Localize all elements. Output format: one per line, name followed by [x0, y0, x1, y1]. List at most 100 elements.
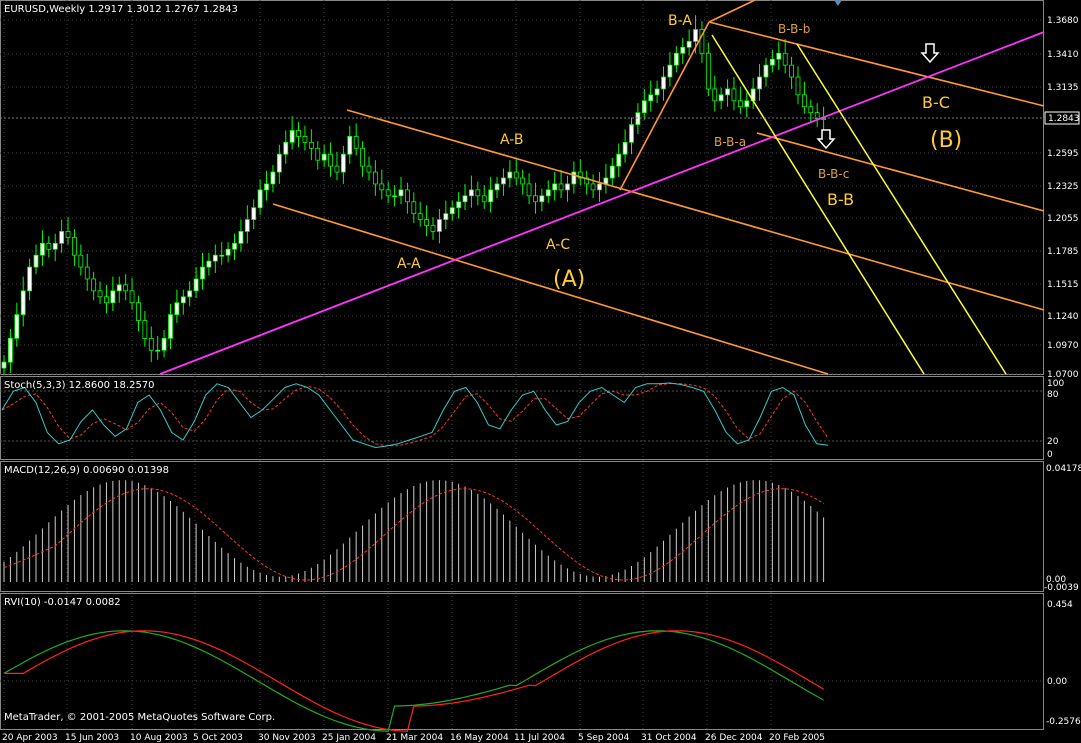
candle-body	[577, 171, 583, 179]
orange-channel-lines[interactable]	[272, 0, 1045, 375]
price-scale-label: 1.0700	[1047, 370, 1079, 380]
price-scale-label: 1.2055	[1047, 214, 1079, 224]
yellow-fan-lines[interactable]	[711, 34, 1007, 375]
candle-body	[629, 124, 634, 143]
candle-body	[142, 320, 148, 339]
candle-body	[212, 254, 218, 262]
candle-body	[379, 183, 385, 191]
candle-body	[462, 195, 468, 203]
label-b-b: B-B	[827, 190, 854, 209]
vertical-grid	[3, 0, 772, 730]
time-axis-label: 20 Feb 2005	[769, 733, 825, 743]
indicator-scales: 100 80 20 0 0.04178 0.00 -0.0039 0.454 0…	[1044, 379, 1081, 727]
macd-scale-zero: 0.00	[1046, 575, 1066, 585]
candle-body	[417, 213, 423, 220]
candlesticks	[1, 15, 826, 376]
time-axis[interactable]: 20 Apr 2003 15 Jun 2003 10 Aug 2003 5 Oct 2…	[2, 733, 825, 743]
macd-pane-frame	[0, 461, 1044, 592]
candle-body	[52, 242, 58, 250]
candle-body	[257, 189, 263, 209]
candle-body	[308, 141, 314, 149]
candle-body	[520, 177, 526, 185]
orange-channel-lower[interactable]	[272, 203, 829, 375]
candle-body	[270, 171, 276, 185]
candle-body	[302, 136, 308, 143]
candle-body	[488, 189, 494, 203]
candle-body	[737, 100, 743, 108]
price-scale[interactable]: 1.3680 1.3410 1.3135 1.2595 1.2325 1.2055 1.17…	[1047, 16, 1079, 380]
main-pane-header: EURUSD,Weekly 1.2917 1.3012 1.2767 1.284…	[4, 4, 238, 15]
main-pane-frame	[0, 0, 1044, 375]
pane-frames	[0, 0, 1044, 730]
yellow-line-2[interactable]	[796, 43, 1007, 375]
stoch-scale-100: 100	[1047, 379, 1064, 389]
orange-impulse-line-1[interactable]	[619, 21, 710, 191]
candle-body	[161, 337, 167, 351]
candle-body	[334, 165, 340, 173]
candle-body	[321, 153, 327, 161]
candle-body	[795, 76, 801, 96]
time-axis-label: 20 Apr 2003	[2, 733, 58, 743]
magenta-trendline[interactable]	[159, 31, 1045, 375]
candle-body	[449, 207, 455, 215]
candle-body	[174, 302, 180, 316]
yellow-line-1[interactable]	[711, 34, 925, 375]
candle-body	[693, 29, 698, 42]
price-scale-label: 1.1515	[1047, 280, 1079, 290]
price-scale-label: 1.2325	[1047, 182, 1079, 192]
candle-body	[673, 52, 679, 66]
candle-body	[526, 183, 532, 197]
candle-body	[763, 64, 769, 78]
stoch-pane-frame	[0, 376, 1044, 460]
label-a-c: A-C	[546, 237, 570, 253]
candle-body	[251, 207, 257, 220]
candle-body	[590, 183, 596, 191]
candle-body	[821, 118, 826, 120]
rvi-main-line	[3, 630, 824, 732]
candle-body	[46, 242, 52, 250]
candle-body	[72, 236, 77, 256]
candle-body	[27, 266, 33, 292]
orange-impulse-line-2[interactable]	[708, 0, 756, 23]
candle-body	[244, 219, 250, 232]
copyright-text: MetaTrader, © 2001-2005 MetaQuotes Softw…	[4, 712, 275, 723]
price-scale-label: 1.3680	[1047, 16, 1079, 26]
candle-body	[533, 195, 538, 203]
rvi-scale-bottom: -0.2576	[1046, 717, 1081, 727]
candle-body	[814, 112, 820, 119]
candle-body	[776, 52, 782, 60]
shift-marker-icon[interactable]	[834, 0, 842, 6]
candle-body	[622, 141, 628, 155]
candle-body	[712, 88, 718, 102]
candle-body	[8, 337, 13, 363]
orange-channel-b-lower[interactable]	[756, 132, 1045, 212]
label-b-b-b: B-B-b	[778, 22, 810, 36]
rvi-signal-line	[4, 630, 824, 732]
stoch-pane-header: Stoch(5,3,3) 12.8600 18.2570	[4, 380, 155, 391]
candle-body	[757, 76, 762, 90]
candle-body	[731, 88, 737, 102]
candle-body	[699, 29, 705, 54]
candle-body	[347, 136, 353, 155]
candle-body	[430, 225, 436, 232]
candle-body	[705, 52, 711, 90]
label-b-paren: (B)	[930, 128, 962, 153]
price-scale-label: 1.0970	[1047, 341, 1079, 351]
label-a-paren: (A)	[553, 267, 585, 292]
candle-body	[539, 195, 545, 203]
rvi-scale-top: 0.454	[1047, 600, 1073, 610]
label-b-a: B-A	[668, 13, 692, 29]
candle-body	[801, 94, 807, 108]
orange-channel-upper[interactable]	[346, 109, 1045, 311]
time-axis-label: 16 May 2004	[450, 733, 509, 743]
orange-channel-b-upper[interactable]	[708, 21, 1045, 107]
candle-body	[65, 231, 71, 238]
candle-body	[603, 177, 609, 185]
macd-scale-bottom: -0.0039	[1044, 583, 1079, 593]
candle-body	[187, 290, 193, 298]
candle-body	[372, 171, 378, 185]
candle-body	[104, 296, 109, 304]
candle-body	[494, 183, 500, 191]
price-scale-label: 1.2595	[1047, 149, 1079, 159]
